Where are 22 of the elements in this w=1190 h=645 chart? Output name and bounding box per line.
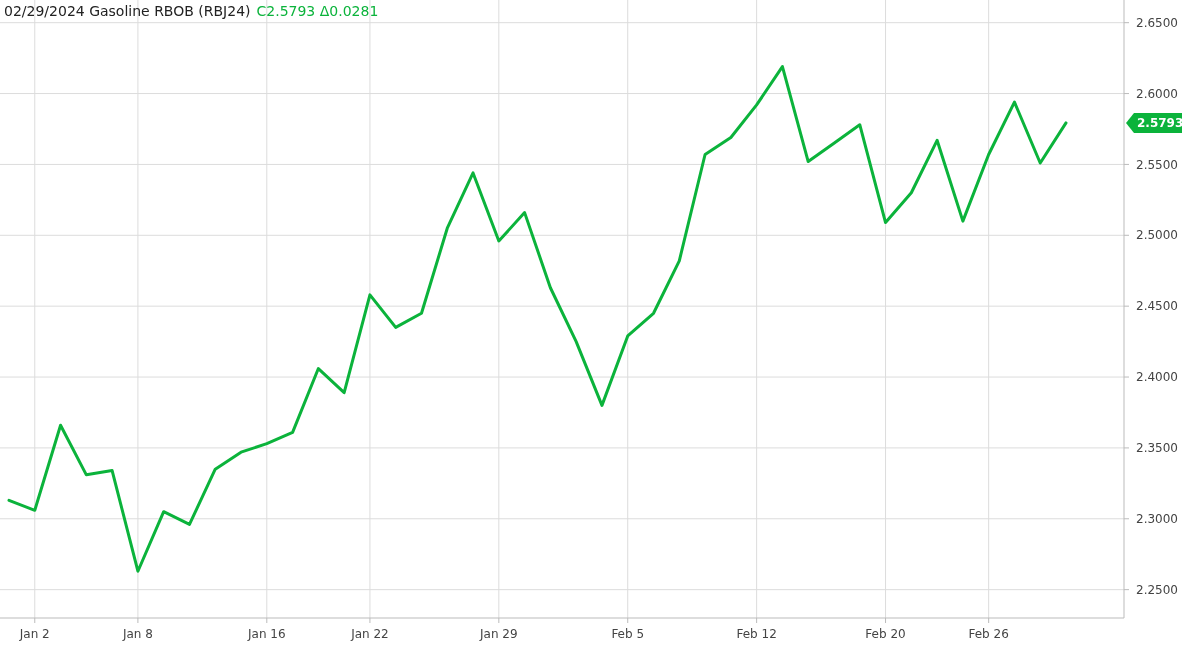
x-tick-label: Jan 29 [479,627,518,641]
line-series [7,65,1068,573]
y-tick-label: 2.4500 [1136,299,1178,314]
x-tick-label: Feb 20 [865,627,906,641]
y-tick-label: 2.6500 [1136,15,1178,30]
y-tick-label: 2.5500 [1136,157,1178,172]
x-tick-label: Jan 22 [350,627,389,641]
x-tick-label: Jan 8 [121,627,153,641]
text: 2.5793 [1137,116,1184,131]
y-tick-label: 2.6000 [1136,86,1178,101]
y-tick-label: 2.3500 [1136,441,1178,456]
y-tick-label: 2.3000 [1136,511,1178,526]
x-tick-label: Feb 5 [611,627,645,641]
chart-subtitle: C2.5793 Δ0.0281 [256,3,379,19]
x-tick-label: Feb 26 [968,627,1009,641]
x-tick-label: Jan 16 [247,627,286,641]
y-tick-label: 2.4000 [1136,370,1178,385]
chart-title: 02/29/2024 Gasoline RBOB (RBJ24) [4,3,251,19]
y-tick-label: 2.2500 [1136,582,1178,597]
x-tick-label: Feb 12 [736,627,777,641]
x-tick-label: Jan 2 [18,627,50,641]
y-tick-label: 2.5000 [1136,228,1178,243]
